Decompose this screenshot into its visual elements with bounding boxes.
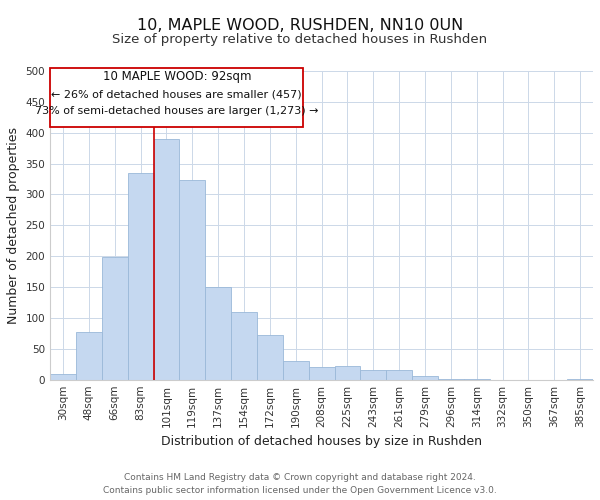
- Bar: [205, 287, 231, 380]
- Text: 73% of semi-detached houses are larger (1,273) →: 73% of semi-detached houses are larger (…: [35, 106, 319, 117]
- Y-axis label: Number of detached properties: Number of detached properties: [7, 127, 20, 324]
- Text: Size of property relative to detached houses in Rushden: Size of property relative to detached ho…: [112, 32, 488, 46]
- Bar: [438, 378, 464, 380]
- Bar: [386, 370, 412, 380]
- Bar: [335, 366, 361, 380]
- Bar: [179, 180, 205, 380]
- Text: Contains HM Land Registry data © Crown copyright and database right 2024.
Contai: Contains HM Land Registry data © Crown c…: [103, 474, 497, 495]
- Bar: [283, 361, 308, 380]
- Bar: [361, 370, 386, 380]
- Bar: [154, 139, 179, 380]
- Bar: [308, 368, 335, 380]
- Bar: [76, 332, 102, 380]
- Bar: [257, 334, 283, 380]
- Bar: [128, 173, 154, 380]
- Bar: [50, 374, 76, 380]
- Bar: [412, 376, 438, 380]
- Bar: [102, 258, 128, 380]
- Text: ← 26% of detached houses are smaller (457): ← 26% of detached houses are smaller (45…: [52, 90, 302, 100]
- Bar: [464, 379, 490, 380]
- Text: 10, MAPLE WOOD, RUSHDEN, NN10 0UN: 10, MAPLE WOOD, RUSHDEN, NN10 0UN: [137, 18, 463, 32]
- X-axis label: Distribution of detached houses by size in Rushden: Distribution of detached houses by size …: [161, 435, 482, 448]
- Bar: [567, 379, 593, 380]
- Text: 10 MAPLE WOOD: 92sqm: 10 MAPLE WOOD: 92sqm: [103, 70, 251, 84]
- Bar: [231, 312, 257, 380]
